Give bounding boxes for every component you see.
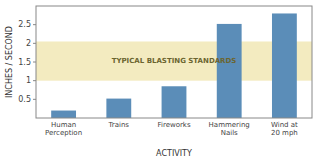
bar — [217, 24, 242, 118]
y-tick-label: 0.5 — [18, 95, 31, 104]
x-tick-label-line: Trains — [108, 121, 130, 129]
y-tick-label: 1 — [26, 76, 31, 85]
chart-svg: TYPICAL BLASTING STANDARDS 0.5 1 1.5 2 2.5 Hum… — [0, 0, 318, 159]
y-tick-label: 2.5 — [18, 20, 31, 29]
y-tick — [33, 99, 36, 100]
plot-area — [36, 13, 312, 118]
chart-container: TYPICAL BLASTING STANDARDS 0.5 1 1.5 2 2.5 Hum… — [0, 0, 318, 159]
x-tick-label: Wind at20 mph — [271, 121, 298, 137]
x-tick-label: Trains — [108, 121, 130, 129]
y-tick — [33, 62, 36, 63]
bar — [162, 86, 187, 118]
y-tick — [33, 43, 36, 44]
y-tick — [33, 24, 36, 25]
x-tick-label-line: Human — [51, 121, 76, 129]
x-tick-label-line: Wind at — [271, 121, 298, 129]
x-axis-label: ACTIVITY — [156, 149, 192, 158]
band — [36, 41, 312, 80]
y-axis-label: INCHES / SECOND — [5, 26, 14, 98]
x-tick-label-line: 20 mph — [271, 129, 298, 137]
bar — [106, 99, 131, 118]
band-label: TYPICAL BLASTING STANDARDS — [112, 57, 237, 65]
y-tick-label: 2 — [26, 39, 31, 48]
x-tick-label-line: Nails — [221, 129, 238, 137]
x-tick-label-line: Fireworks — [157, 121, 190, 129]
plot-frame — [36, 6, 312, 118]
bar — [272, 13, 297, 118]
bar — [51, 111, 76, 118]
x-tick-label-line: Hammering — [209, 121, 250, 129]
y-tick-label: 1.5 — [18, 58, 31, 67]
x-tick-label: HumanPerception — [45, 121, 82, 137]
x-tick-label: HammeringNails — [209, 121, 250, 137]
y-tick — [33, 80, 36, 81]
x-tick-label: Fireworks — [157, 121, 190, 129]
x-tick-label-line: Perception — [45, 129, 82, 137]
